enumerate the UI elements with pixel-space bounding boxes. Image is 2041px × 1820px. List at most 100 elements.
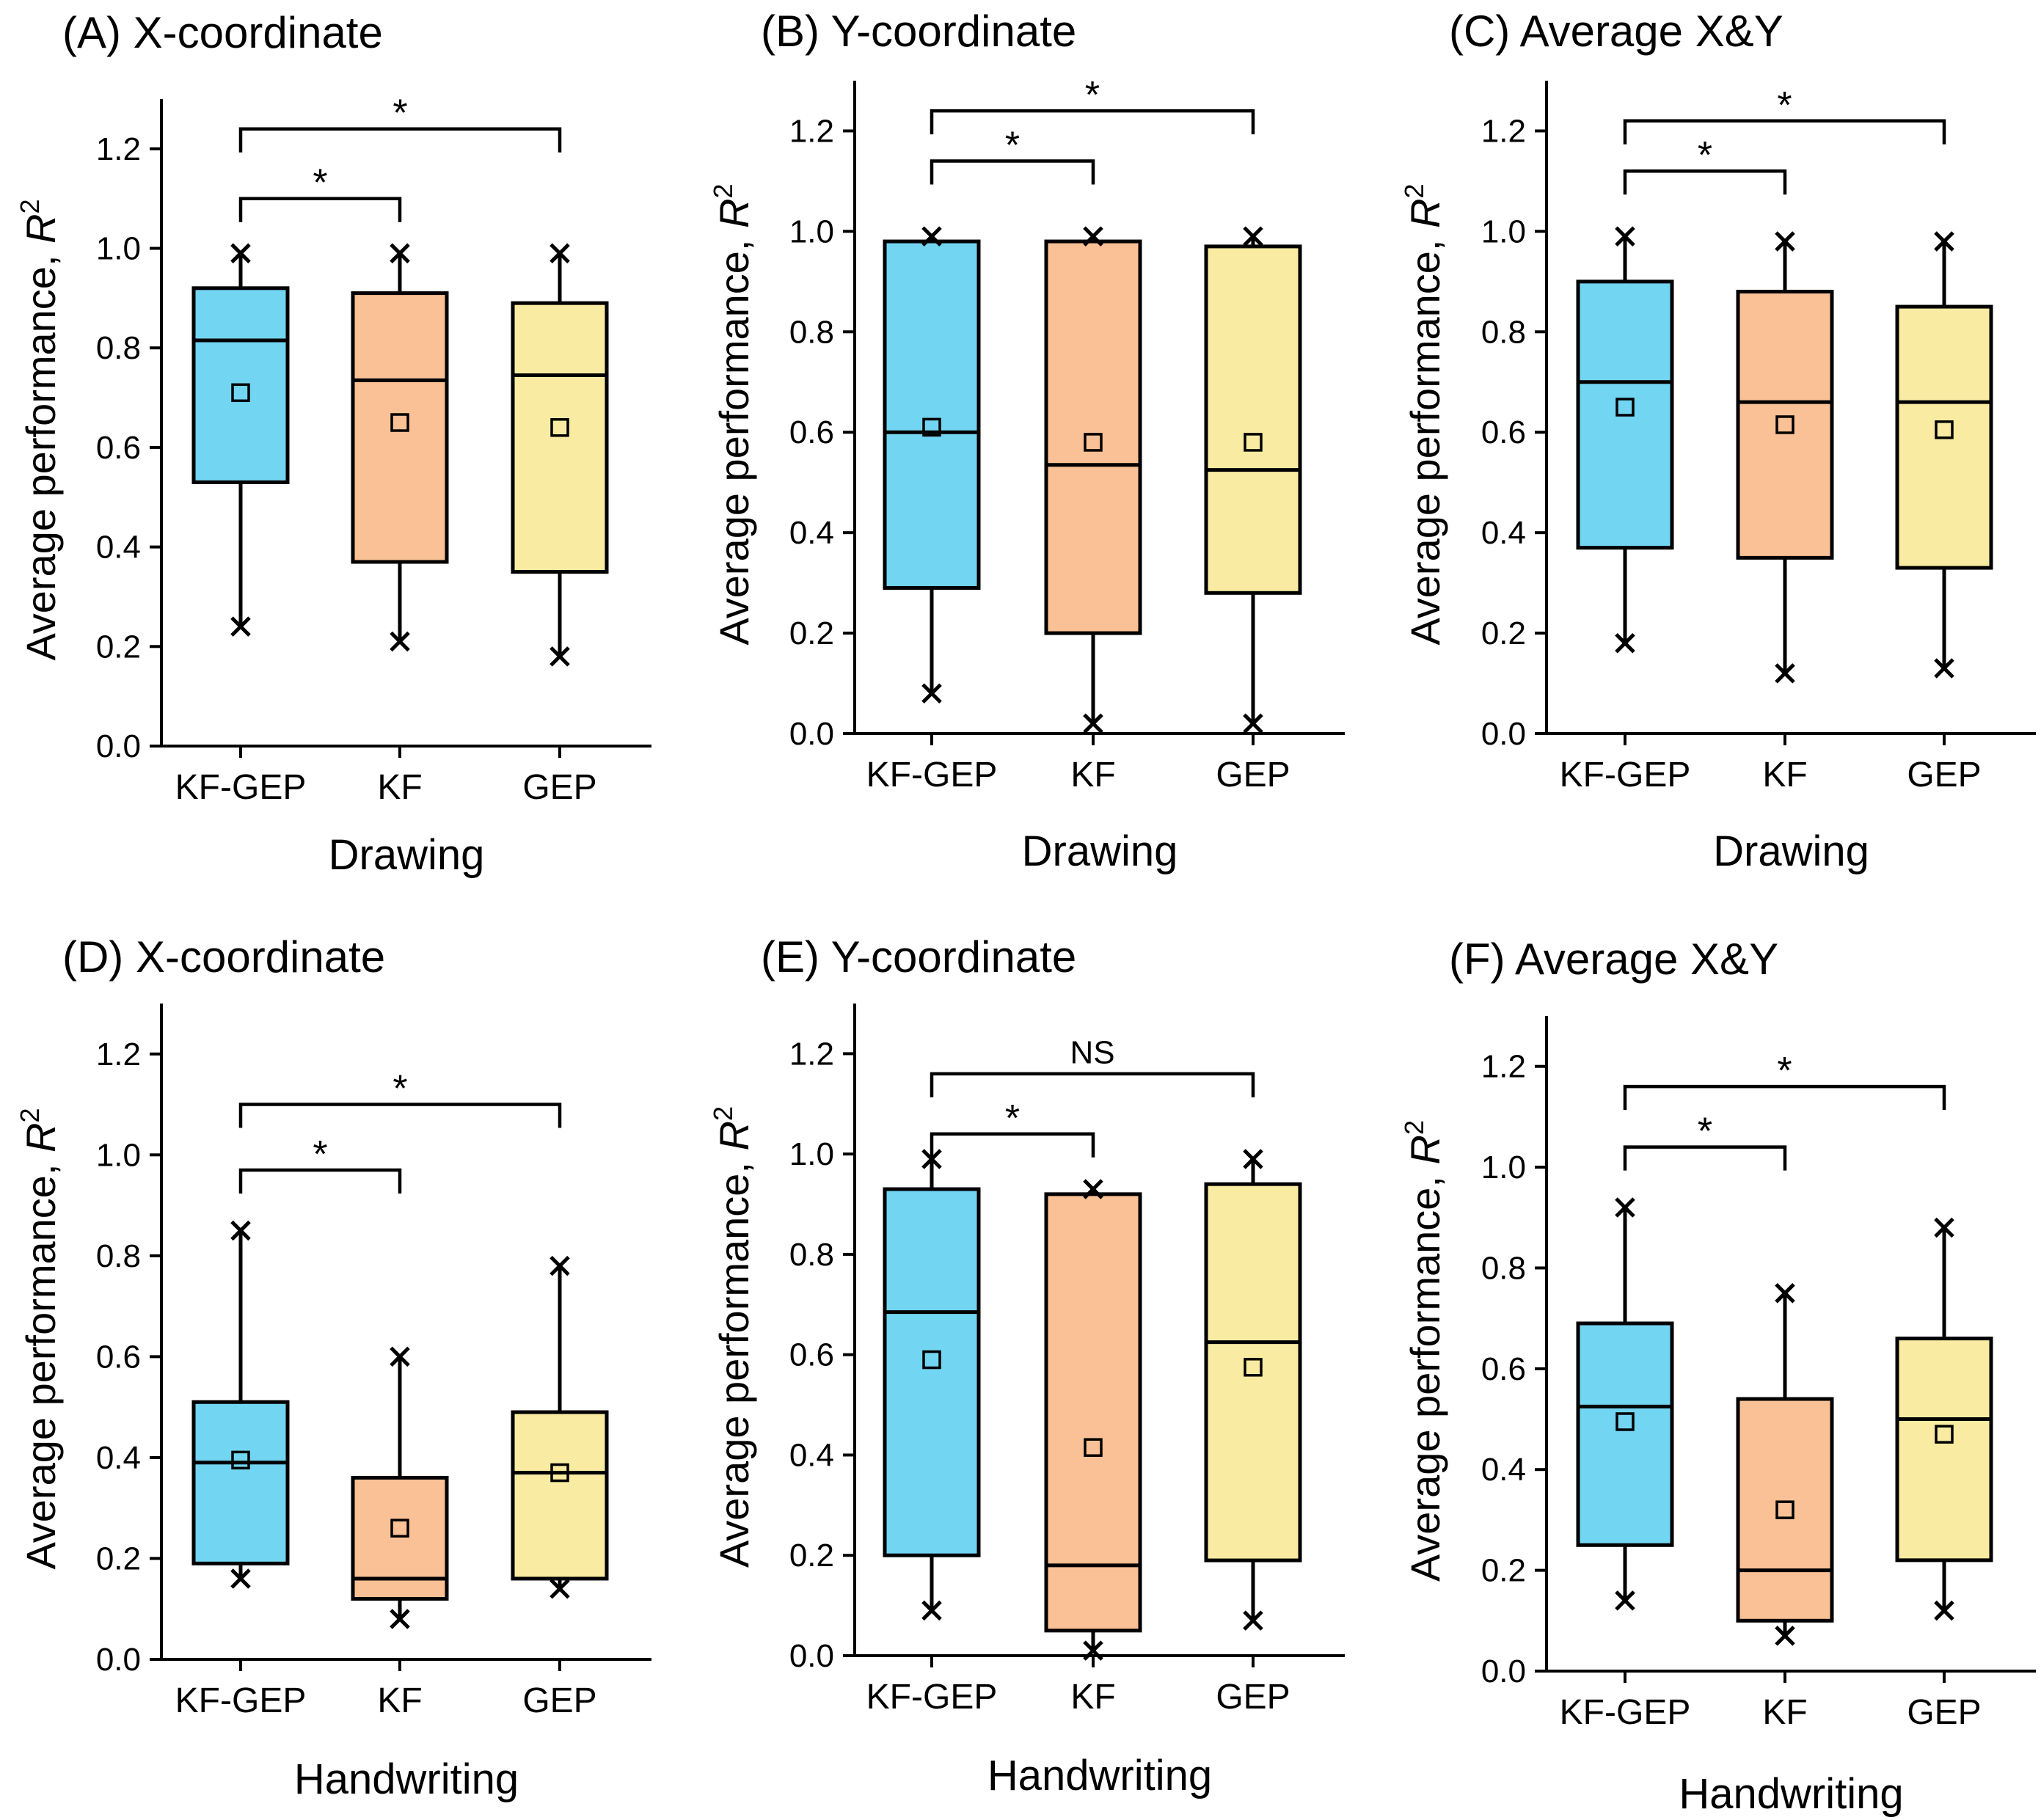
mean-marker	[231, 383, 250, 403]
chart-panel-2: (B) Y-coordinate 0.0 0.2 0.4 0.6 0.8 1.0 1.2 Ave…	[708, 7, 1345, 875]
min-marker	[1243, 1610, 1263, 1631]
max-marker	[1615, 226, 1635, 246]
mean-marker	[1935, 1425, 1954, 1444]
y-tick-label: 0.0	[1481, 1653, 1526, 1689]
y-tick-label: 0.8	[96, 330, 141, 366]
x-tick-label: KF	[1070, 1678, 1115, 1717]
y-tick-label: 0.8	[1481, 1250, 1526, 1286]
iqr-box	[1044, 239, 1142, 635]
box-kf-gep	[883, 1149, 981, 1621]
y-tick-label: 0.2	[1481, 615, 1526, 651]
iqr-box	[883, 239, 981, 590]
box-gep	[1204, 226, 1302, 734]
x-tick-label: KF-GEP	[1560, 1693, 1691, 1732]
y-tick-label: 0.0	[789, 716, 834, 752]
y-tick-label: 0.8	[1481, 314, 1526, 350]
y-tick-label: 1.2	[789, 113, 834, 149]
y-tick-label: 0.2	[1481, 1553, 1526, 1589]
box-kf	[1736, 231, 1834, 684]
min-marker	[921, 1600, 942, 1621]
mean-marker	[1084, 433, 1103, 452]
y-tick-label: 0.0	[96, 1642, 141, 1678]
y-tick-label: 0.6	[789, 1337, 834, 1373]
max-marker	[1083, 226, 1103, 246]
iqr-box	[511, 301, 609, 574]
x-tick-label: GEP	[1216, 1678, 1290, 1717]
y-tick-label: 0.4	[96, 530, 141, 566]
iqr-box	[1044, 1192, 1142, 1633]
y-tick-label: 1.2	[789, 1036, 834, 1072]
x-tick-label: KF	[1762, 1693, 1807, 1732]
panel-title: (F) Average X&Y	[1449, 935, 1778, 984]
x-tick-label: KF-GEP	[175, 1681, 307, 1720]
mean-marker	[550, 418, 569, 437]
max-marker	[1934, 231, 1954, 252]
min-marker	[1083, 713, 1103, 734]
mean-marker	[231, 1450, 250, 1470]
y-tick-label: 0.6	[96, 430, 141, 466]
max-marker	[550, 1255, 570, 1276]
y-tick-label: 0.8	[96, 1238, 141, 1274]
mean-marker	[1775, 1500, 1794, 1519]
significance-bracket: *	[1623, 134, 1787, 195]
x-tick-label: KF-GEP	[1560, 756, 1691, 794]
box-gep	[1204, 1149, 1302, 1631]
max-marker	[230, 1220, 251, 1241]
x-axis-title: Drawing	[1713, 827, 1869, 875]
x-tick-label: GEP	[1907, 1693, 1981, 1732]
mean-marker	[1615, 398, 1635, 417]
y-tick-label: 0.4	[1481, 1452, 1526, 1488]
y-tick-label: 0.2	[96, 1541, 141, 1576]
y-tick-label: 0.6	[789, 414, 834, 450]
mean-marker	[922, 417, 941, 437]
y-tick-label: 1.0	[789, 213, 834, 249]
x-tick-label: GEP	[1216, 756, 1290, 794]
mean-marker	[390, 1519, 409, 1538]
max-marker	[390, 1346, 410, 1367]
y-tick-label: 1.0	[96, 231, 141, 267]
y-tick-label: 0.2	[789, 1538, 834, 1574]
max-marker	[921, 226, 942, 246]
panel-title: (E) Y-coordinate	[761, 932, 1076, 982]
significance-label: *	[1005, 125, 1020, 167]
y-axis-title: Average performance, R2	[1399, 1120, 1448, 1582]
significance-bracket: *	[238, 92, 562, 153]
box-gep	[1895, 1217, 1993, 1621]
significance-label: *	[392, 92, 407, 135]
max-marker	[1243, 226, 1263, 246]
x-tick-label: KF	[377, 768, 422, 807]
min-marker	[550, 646, 570, 667]
significance-label: *	[1005, 1097, 1020, 1140]
chart-panel-3: (C) Average X&Y 0.0 0.2 0.4 0.6 0.8 1.0 1.2 Aver…	[1399, 7, 2036, 875]
min-marker	[1243, 713, 1263, 734]
panel-title: (B) Y-coordinate	[761, 7, 1076, 56]
y-tick-label: 0.4	[789, 515, 834, 551]
y-tick-label: 0.6	[1481, 414, 1526, 450]
significance-label: *	[313, 1133, 327, 1176]
y-tick-label: 0.2	[789, 615, 834, 651]
iqr-box	[1204, 1182, 1302, 1563]
box-gep	[511, 1255, 609, 1599]
max-marker	[550, 243, 570, 264]
y-tick-label: 1.2	[1481, 113, 1526, 149]
significance-bracket: *	[238, 1068, 562, 1128]
min-marker	[390, 631, 410, 652]
min-marker	[1615, 633, 1635, 654]
panel-title: (D) X-coordinate	[62, 932, 385, 982]
box-kf-gep	[1576, 226, 1674, 654]
iqr-box	[351, 291, 449, 564]
box-kf-gep	[191, 243, 290, 637]
iqr-box	[1895, 1337, 1993, 1563]
box-kf	[1044, 226, 1142, 734]
iqr-box	[351, 1475, 449, 1601]
y-tick-label: 1.0	[1481, 213, 1526, 249]
y-tick-label: 0.2	[96, 629, 141, 665]
x-tick-label: GEP	[522, 768, 596, 807]
y-tick-label: 1.0	[96, 1137, 141, 1173]
iqr-box	[1576, 1321, 1674, 1547]
min-marker	[550, 1578, 570, 1599]
significance-bracket: NS	[930, 1035, 1255, 1097]
significance-bracket: *	[238, 162, 402, 222]
min-marker	[1615, 1590, 1635, 1611]
